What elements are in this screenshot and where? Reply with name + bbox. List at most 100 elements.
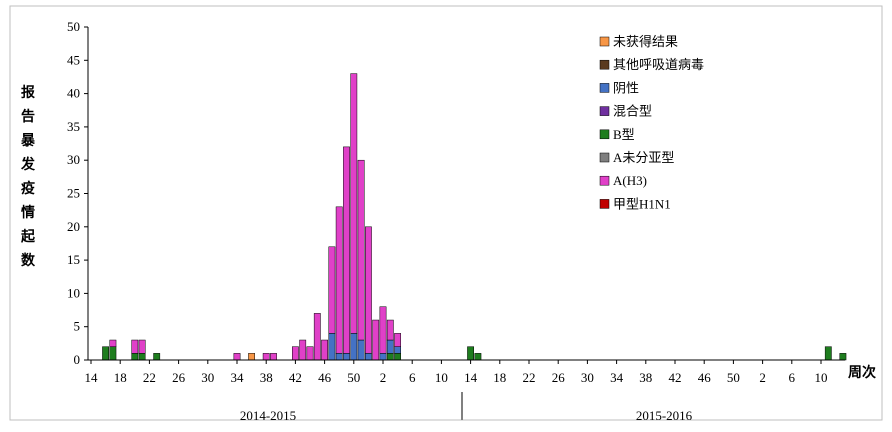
bar-segment-b <box>467 346 475 361</box>
bar-segment-b <box>839 353 847 361</box>
bar-week-23 <box>153 353 161 361</box>
bar-segment-h3 <box>313 313 321 361</box>
bar-week-20 <box>131 339 139 361</box>
bar-week-38 <box>262 353 270 361</box>
season-label-2015-2016: 2015-2016 <box>636 408 693 423</box>
y-tick-label: 10 <box>67 285 80 300</box>
bar-segment-h3 <box>372 319 380 361</box>
legend-label-negative: 阴性 <box>613 80 639 95</box>
bar-segment-negative <box>365 353 372 361</box>
x-tick-label: 50 <box>727 370 740 385</box>
y-tick-label: 25 <box>67 186 80 201</box>
x-tick-label: 50 <box>347 370 360 385</box>
bar-segment-h3 <box>131 339 139 354</box>
y-tick-label: 5 <box>74 319 81 334</box>
x-tick-label: 42 <box>289 370 302 385</box>
bar-week-2 <box>379 306 387 361</box>
bar-week-1 <box>372 319 380 361</box>
bar-segment-h3 <box>328 246 336 334</box>
y-tick-label: 45 <box>67 52 80 67</box>
x-axis: 14 18 22 26 30 34 38 42 46 50 2 6 10 14 18 22 26 30 34 38 42… <box>85 359 845 385</box>
bar-series <box>102 73 847 361</box>
bar-segment-b <box>394 353 402 361</box>
legend-label-a_unsubtyped: A未分亚型 <box>613 150 674 165</box>
bar-segment-b <box>824 346 832 361</box>
bar-segment-negative <box>343 353 350 361</box>
bar-segment-negative <box>328 333 336 361</box>
bar-segment-h3 <box>394 333 402 347</box>
x-tick-label: 10 <box>435 370 448 385</box>
bar-segment-not_obtained <box>248 353 255 361</box>
legend-label-not_obtained: 未获得结果 <box>613 34 678 49</box>
bar-segment-h3 <box>379 306 387 354</box>
bar-week-34 <box>233 353 241 361</box>
bar-week-43 <box>299 339 307 361</box>
x-axis-label: 周次 <box>848 364 876 381</box>
bar-segment-h3 <box>299 339 307 361</box>
bar-segment-b <box>102 346 109 361</box>
bar-segment-h3 <box>233 353 241 361</box>
bar-segment-h3 <box>138 339 146 354</box>
bar-segment-negative <box>357 339 365 361</box>
season-label-2014-2015: 2014-2015 <box>240 408 296 423</box>
bar-week-13 <box>839 353 847 361</box>
legend-swatch-other_virus <box>599 59 610 70</box>
bar-week-4 <box>394 333 402 361</box>
bar-segment-negative <box>379 353 387 361</box>
x-tick-label: 18 <box>114 370 127 385</box>
bar-week-52 <box>365 226 372 361</box>
y-tick-label: 15 <box>67 252 80 267</box>
bar-segment-h3 <box>262 353 270 361</box>
legend-label-other_virus: 其他呼吸道病毒 <box>613 57 704 72</box>
bar-segment-b <box>109 346 117 361</box>
bar-segment-h3 <box>292 346 299 361</box>
legend-swatch-mixed <box>599 106 610 116</box>
bar-segment-h3 <box>343 146 350 354</box>
y-axis-label: 报告暴发疫情起数 <box>20 85 36 269</box>
x-tick-label: 14 <box>464 370 478 385</box>
bar-segment-b <box>474 353 482 361</box>
bar-week-49 <box>343 146 350 361</box>
x-tick-label: 46 <box>318 370 332 385</box>
bar-segment-h3 <box>386 319 394 341</box>
y-tick-label: 30 <box>67 152 80 167</box>
bar-week-39 <box>270 353 277 361</box>
legend-label-mixed: 混合型 <box>613 104 652 119</box>
bar-week-47 <box>328 246 336 361</box>
legend-swatch-b <box>599 129 610 140</box>
bar-segment-b <box>131 353 139 361</box>
x-tick-label: 26 <box>552 370 566 385</box>
bar-week-51 <box>357 159 365 361</box>
bar-week-11 <box>824 346 832 361</box>
bar-segment-h3 <box>365 226 372 354</box>
y-tick-label: 20 <box>67 219 80 234</box>
legend-swatch-negative <box>599 83 610 93</box>
bar-week-3 <box>386 319 394 361</box>
bar-week-45 <box>313 313 321 361</box>
legend-label-b: B型 <box>613 127 635 142</box>
y-tick-label: 50 <box>67 19 80 34</box>
x-tick-label: 2 <box>380 370 387 385</box>
bar-segment-h3 <box>335 206 343 354</box>
bar-segment-h3 <box>350 73 358 334</box>
bar-segment-h3 <box>357 159 365 341</box>
x-tick-label: 38 <box>260 370 273 385</box>
x-tick-label: 34 <box>231 370 245 385</box>
bar-segment-h3 <box>109 339 117 347</box>
y-tick-label: 0 <box>74 352 81 367</box>
bar-week-21 <box>138 339 146 361</box>
bar-segment-h3 <box>321 339 329 361</box>
bar-week-50 <box>350 73 358 361</box>
bar-week-15 <box>474 353 482 361</box>
x-tick-label: 38 <box>639 370 652 385</box>
x-tick-label: 22 <box>143 370 156 385</box>
legend-swatch-a_unsubtyped <box>599 152 610 163</box>
x-tick-label: 6 <box>409 370 416 385</box>
x-tick-label: 14 <box>85 370 99 385</box>
y-axis: 0 5 10 15 20 25 30 35 40 45 50 <box>67 19 89 367</box>
bar-week-36 <box>248 353 255 361</box>
bar-week-17 <box>109 339 117 361</box>
bar-segment-negative <box>350 333 358 361</box>
